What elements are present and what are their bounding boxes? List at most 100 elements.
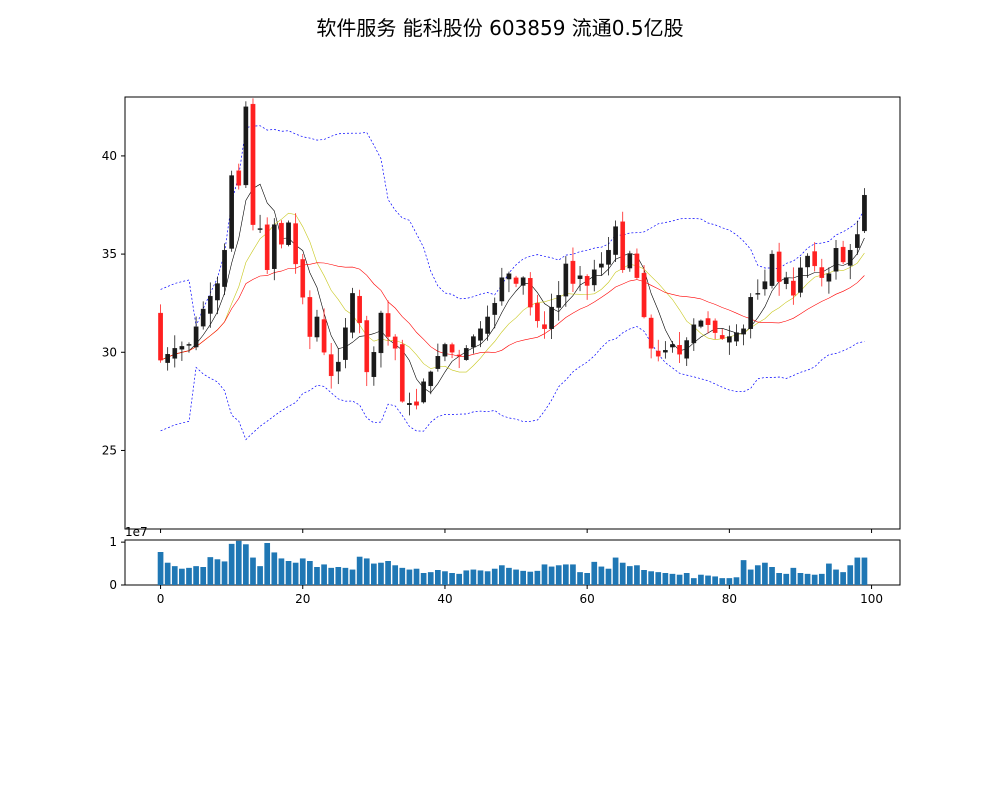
candle-body [499,277,505,302]
candle-body [364,320,370,373]
candle-body [463,348,469,360]
candle-body [385,313,391,337]
volume-bar [619,562,626,585]
volume-bar [555,565,562,585]
bollinger-lower-line [160,326,865,441]
candle-body [791,280,796,296]
volume-bar [406,569,413,585]
volume-bar [250,557,256,585]
candle-body [279,222,284,245]
candle-body [627,253,633,269]
volume-bar [776,573,782,585]
volume-bar [690,578,697,585]
candle-body [399,344,405,402]
volume-bar [186,567,192,585]
candle-body [698,320,704,327]
volume-bar [804,573,811,585]
volume-bar [299,558,306,585]
candle-body [748,297,754,329]
candle-body [250,103,256,225]
volume-bar [214,559,221,585]
candle-body [734,332,739,342]
candle-body [307,297,313,337]
volume-bar [371,563,377,585]
candle-body [620,221,626,270]
price-y-tick-label: 40 [102,149,117,163]
volume-bar [328,567,335,585]
volume-bar [655,572,662,585]
volume-bar [484,571,491,585]
candle-body [378,312,384,354]
candle-body [193,326,199,348]
volume-bar [449,573,455,585]
candle-body [300,259,306,298]
candle-body [584,276,590,286]
candle-body [350,293,355,333]
volume-bar [605,568,612,585]
candle-body [855,234,860,248]
volume-bar [534,570,541,585]
volume-bar [733,577,740,585]
candle-body [670,344,675,348]
price-y-tick-label: 30 [102,345,117,359]
volume-bar [491,568,498,585]
volume-bar [179,568,185,585]
volume-bar [797,573,804,585]
volume-bar [292,562,299,585]
candle-body [207,296,213,314]
volume-bar [349,569,356,585]
candle-body [343,327,348,360]
candle-body [591,269,597,286]
ma20-line [160,262,865,361]
candle-body [549,306,554,329]
volume-bar [420,573,427,585]
candle-body [321,319,327,353]
volume-bar [264,543,271,585]
candle-body [165,354,170,363]
volume-bar [712,576,718,585]
volume-bar [342,567,349,585]
candle-body [271,224,277,269]
volume-bar [392,565,399,585]
candle-body [392,336,398,349]
candle-body [492,302,498,315]
candle-body [847,249,853,266]
candle-body [655,350,661,357]
volume-bar [243,544,249,585]
candle-body [542,324,547,329]
ma10-line [160,212,865,373]
volume-bar [541,564,548,585]
candle-body [712,320,718,333]
volume-bar [427,572,434,585]
volume-bar [307,561,313,585]
candle-body [826,273,832,282]
volume-y-tick-label: 1 [109,535,117,549]
price-panel: 25 30 35 40 [102,96,901,533]
price-y-tick-label: 25 [102,443,117,457]
candle-body [606,249,611,265]
candle-body [435,356,441,369]
candle-body [513,277,519,284]
volume-bar [591,561,598,585]
volume-x-tick-label: 0 [157,592,165,606]
volume-bar [164,562,171,585]
volume-bar [762,562,768,585]
volume-bar [456,573,463,585]
candle-body [634,253,640,278]
volume-bar [477,570,484,585]
candle-body [762,281,768,290]
volume-bar [385,561,391,585]
candle-body [200,308,206,327]
candle-body [741,328,746,335]
candle-body [769,253,775,286]
candle-body [819,267,825,278]
volume-bar [833,569,839,585]
candle-body [684,340,690,359]
ma5-line [160,183,865,394]
candle-body [833,247,839,272]
volume-bar [783,573,790,585]
candle-body [520,277,526,286]
candle-body [215,283,220,301]
candle-body [613,226,618,255]
